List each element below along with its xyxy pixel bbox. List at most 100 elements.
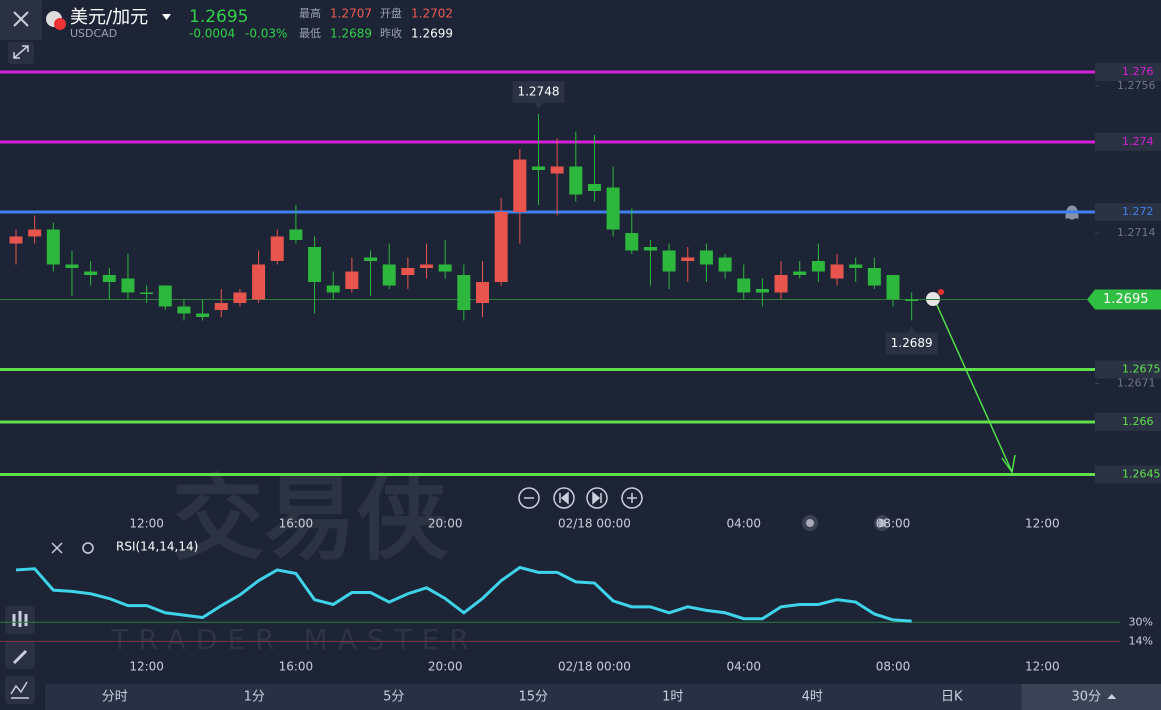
x-tick-label: 12:00 <box>1025 517 1060 531</box>
prev[interactable] <box>553 487 575 509</box>
candle-body <box>494 212 508 282</box>
close-icon <box>13 11 29 27</box>
candle-body <box>587 184 601 191</box>
level-label: 1.266 <box>1122 415 1154 428</box>
tab-label[interactable]: 分时 <box>102 690 128 705</box>
tab-label[interactable]: 4时 <box>802 690 823 705</box>
candle-body <box>699 250 713 265</box>
candle-body <box>308 247 322 282</box>
candle-body <box>755 289 769 293</box>
tab-label[interactable]: 5分 <box>383 690 404 705</box>
candle-body <box>158 285 172 307</box>
x-tick-label: 04:00 <box>726 517 761 531</box>
candle-body <box>140 292 154 294</box>
left-tools <box>5 606 35 704</box>
zoom-in[interactable] <box>621 487 643 509</box>
candle-body <box>270 236 284 261</box>
level-label: 1.274 <box>1122 135 1154 148</box>
candle-body <box>513 159 527 212</box>
candle-body <box>233 292 247 303</box>
tab-label[interactable]: 1分 <box>244 690 265 705</box>
current-price: 1.2695 <box>1103 292 1149 307</box>
candle-body <box>681 257 695 261</box>
x-tick-label: 12:00 <box>1025 660 1060 674</box>
high-label: 1.2748 <box>517 85 559 99</box>
candle-body <box>9 236 23 244</box>
stat-label: 最高 <box>299 6 321 20</box>
candle-body <box>550 166 564 174</box>
candle-body <box>345 271 359 289</box>
high-label-box <box>512 81 565 109</box>
watermark: 交易侠 <box>172 465 449 572</box>
stat-value: 1.2707 <box>330 7 372 21</box>
rsi-title: RSI(14,14,14) <box>116 540 198 554</box>
rsi-settings[interactable] <box>82 542 94 554</box>
tab-bar <box>45 684 1161 710</box>
y-tick-label: 1.2671 <box>1117 377 1156 390</box>
candle-body <box>625 233 639 251</box>
level-label-box <box>1095 465 1161 484</box>
x-tick-label: 02/18 00:00 <box>558 660 631 674</box>
candle-body <box>28 229 42 237</box>
nav-buttons <box>518 487 643 509</box>
tab[interactable] <box>1021 684 1161 710</box>
tab-label[interactable]: 日K <box>941 690 963 705</box>
stat-label: 开盘 <box>380 6 402 20</box>
level-label-box <box>1095 360 1161 379</box>
stat-label: 最低 <box>299 27 321 40</box>
tab-label[interactable]: 1时 <box>662 690 683 705</box>
shrink-button[interactable] <box>8 42 34 64</box>
change: -0.0004 <box>189 27 235 41</box>
candle-body <box>102 275 116 282</box>
stat-value: 1.2689 <box>330 27 372 41</box>
candle-body <box>476 282 489 303</box>
candle-body <box>289 229 303 240</box>
rsi-close[interactable] <box>51 542 63 554</box>
x-tick-label: 08:00 <box>876 517 911 531</box>
arrow <box>935 302 1016 474</box>
candle-body <box>867 268 881 286</box>
candle-body <box>793 271 807 275</box>
dropdown-arrow[interactable] <box>162 14 171 20</box>
candle-body <box>830 264 844 279</box>
level-label: 1.272 <box>1122 205 1154 218</box>
stat-value: 1.2702 <box>411 7 453 21</box>
flag-icon <box>54 18 66 30</box>
x-tick-label: 12:00 <box>129 660 164 674</box>
level-label: 1.2645 <box>1122 468 1161 481</box>
candle-body <box>326 285 340 293</box>
next[interactable] <box>586 487 608 509</box>
change-pct: -0.03% <box>245 27 287 41</box>
x-tick-label: 08:00 <box>876 660 911 674</box>
x-tick-label: 04:00 <box>726 660 761 674</box>
candle-body <box>569 166 583 195</box>
candle-body <box>662 250 676 272</box>
tab-label[interactable]: 30分 <box>1071 690 1101 705</box>
price: 1.2695 <box>189 7 248 27</box>
zoom-out[interactable] <box>518 487 540 509</box>
candle-body <box>84 271 98 275</box>
symbol-code: USDCAD <box>70 27 117 40</box>
candle-body <box>774 275 788 293</box>
y-tick-label: 30% <box>1129 615 1153 628</box>
candle-body <box>65 264 79 268</box>
x-tick-label: 16:00 <box>279 660 314 674</box>
current-price-box <box>1087 289 1161 310</box>
candle-body <box>438 264 452 272</box>
symbol[interactable]: 美元/加元 <box>70 7 148 28</box>
low-label: 1.2689 <box>891 336 933 350</box>
candle-body <box>420 264 434 268</box>
candle-body <box>643 247 657 251</box>
candle-body <box>849 264 863 268</box>
candle-body <box>737 278 751 293</box>
candle-body <box>252 264 266 300</box>
candle-body <box>46 229 60 265</box>
x-tick-label: 20:00 <box>428 517 463 531</box>
stat-value: 1.2699 <box>411 27 453 41</box>
level-label: 1.276 <box>1122 65 1154 78</box>
y-tick-label: 14% <box>1129 634 1153 647</box>
y-tick-label: 1.2714 <box>1117 226 1156 239</box>
tab-label[interactable]: 15分 <box>518 690 548 705</box>
